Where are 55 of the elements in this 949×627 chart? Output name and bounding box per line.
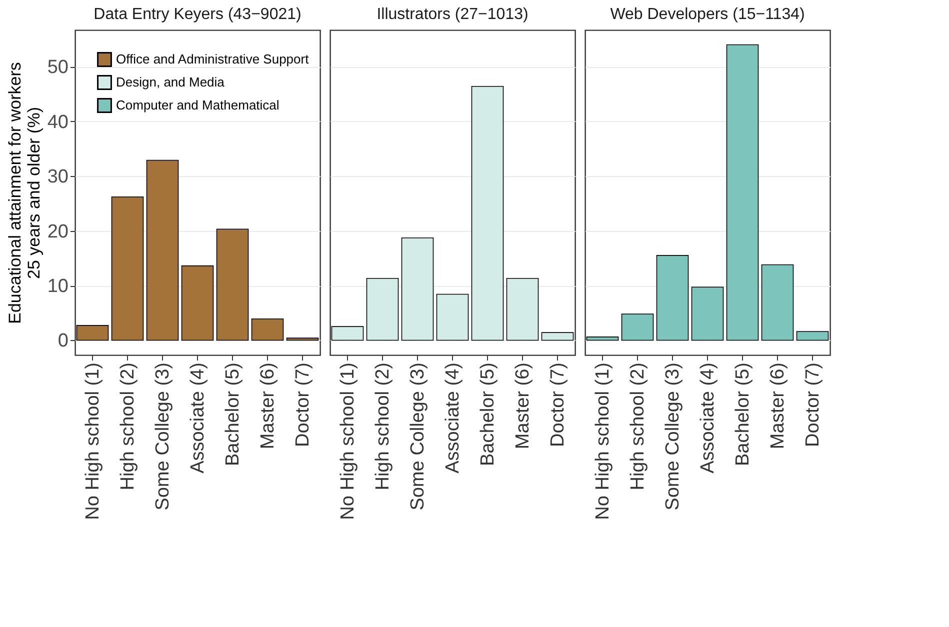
bar: [76, 325, 109, 341]
y-tick-label: 20: [47, 221, 68, 242]
x-tick-label: Bachelor (5): [222, 362, 244, 466]
x-tick-label: High school (2): [118, 362, 138, 490]
bar: [726, 44, 759, 341]
x-tick-label: Doctor (7): [292, 362, 314, 447]
x-tick-label: No High school (1): [338, 362, 358, 520]
bar: [216, 228, 249, 341]
x-tick-label: Associate (4): [188, 362, 208, 474]
y-tick-label: 30: [47, 166, 68, 188]
bar: [146, 160, 179, 341]
x-tick-label: Doctor (7): [802, 362, 824, 447]
x-tick-label: Master (6): [768, 362, 788, 450]
bar: [796, 331, 829, 341]
y-tick-label: 0: [58, 330, 68, 352]
x-tick-label: High school (2): [372, 362, 394, 490]
x-tick-label: Master (6): [512, 362, 534, 450]
bar: [111, 196, 144, 341]
x-tick-label: Associate (4): [442, 362, 464, 474]
x-tick-label: Some College (3): [662, 362, 684, 510]
bar: [691, 286, 724, 341]
bar: [251, 318, 284, 341]
chart-title: Data Entry Keyers (43−9021): [94, 6, 302, 23]
bar: [331, 326, 364, 341]
bar: [541, 332, 574, 341]
bar: [436, 294, 469, 341]
x-tick-label: No High school (1): [82, 362, 104, 520]
bar: [181, 265, 214, 341]
bar: [401, 238, 434, 341]
legend-label: Computer and Mathematical: [116, 98, 280, 112]
bar: [761, 264, 794, 341]
legend-label: Design, and Media: [116, 74, 226, 90]
chart-title: Web Developers (15−1134): [610, 6, 805, 23]
bar: [506, 278, 539, 341]
legend-label: Office and Administrative Support: [116, 52, 310, 66]
bar: [286, 338, 319, 341]
y-tick-label: 40: [47, 112, 68, 133]
bar: [586, 336, 619, 341]
x-tick-label: Bachelor (5): [732, 362, 754, 466]
x-tick-label: Associate (4): [698, 362, 718, 474]
x-tick-label: Some College (3): [408, 362, 428, 510]
bar: [621, 314, 654, 341]
y-tick-label: 10: [47, 276, 68, 298]
y-axis-title: Educational attainment for workers 25 years and older (%): [5, 62, 44, 324]
y-tick-label: 50: [47, 57, 68, 78]
bar: [366, 278, 399, 341]
bar: [656, 255, 689, 341]
bar: [471, 86, 504, 341]
chart-title: Illustrators (27−1013): [376, 6, 528, 23]
x-tick-label: Some College (3): [152, 362, 174, 510]
x-tick-label: No High school (1): [592, 362, 614, 520]
x-tick-label: High school (2): [628, 362, 648, 490]
x-tick-label: Doctor (7): [548, 362, 568, 447]
x-tick-label: Bachelor (5): [478, 362, 498, 466]
x-tick-label: Master (6): [258, 362, 278, 450]
